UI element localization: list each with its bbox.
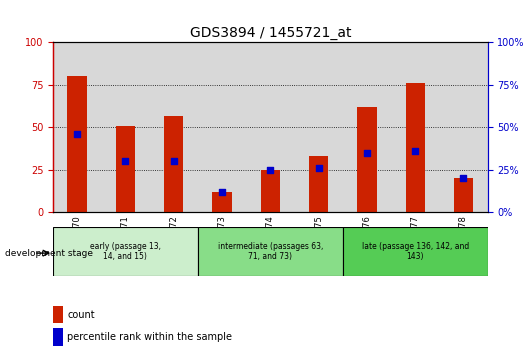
Bar	[53, 227, 198, 276]
Bar	[116, 126, 135, 212]
Title: GDS3894 / 1455721_at: GDS3894 / 1455721_at	[190, 26, 351, 40]
Bar	[53, 306, 63, 323]
Text: development stage: development stage	[5, 249, 93, 258]
Bar	[357, 107, 376, 212]
Point	[314, 165, 323, 171]
Bar	[454, 178, 473, 212]
Point	[459, 176, 467, 181]
Bar	[261, 170, 280, 212]
Text: late (passage 136, 142, and
143): late (passage 136, 142, and 143)	[361, 242, 469, 261]
Point	[121, 159, 130, 164]
Text: count: count	[67, 310, 95, 320]
Bar	[309, 156, 328, 212]
Text: intermediate (passages 63,
71, and 73): intermediate (passages 63, 71, and 73)	[218, 242, 323, 261]
Point	[73, 131, 82, 137]
Point	[363, 150, 371, 156]
Point	[218, 189, 226, 195]
Bar	[67, 76, 87, 212]
Text: percentile rank within the sample: percentile rank within the sample	[67, 332, 232, 342]
Point	[170, 159, 178, 164]
Bar	[164, 115, 183, 212]
Point	[266, 167, 275, 173]
Text: early (passage 13,
14, and 15): early (passage 13, 14, and 15)	[90, 242, 161, 261]
Bar	[405, 83, 425, 212]
Bar	[53, 328, 63, 346]
Bar	[213, 192, 232, 212]
Bar	[198, 227, 343, 276]
Point	[411, 148, 419, 154]
Bar	[343, 227, 488, 276]
